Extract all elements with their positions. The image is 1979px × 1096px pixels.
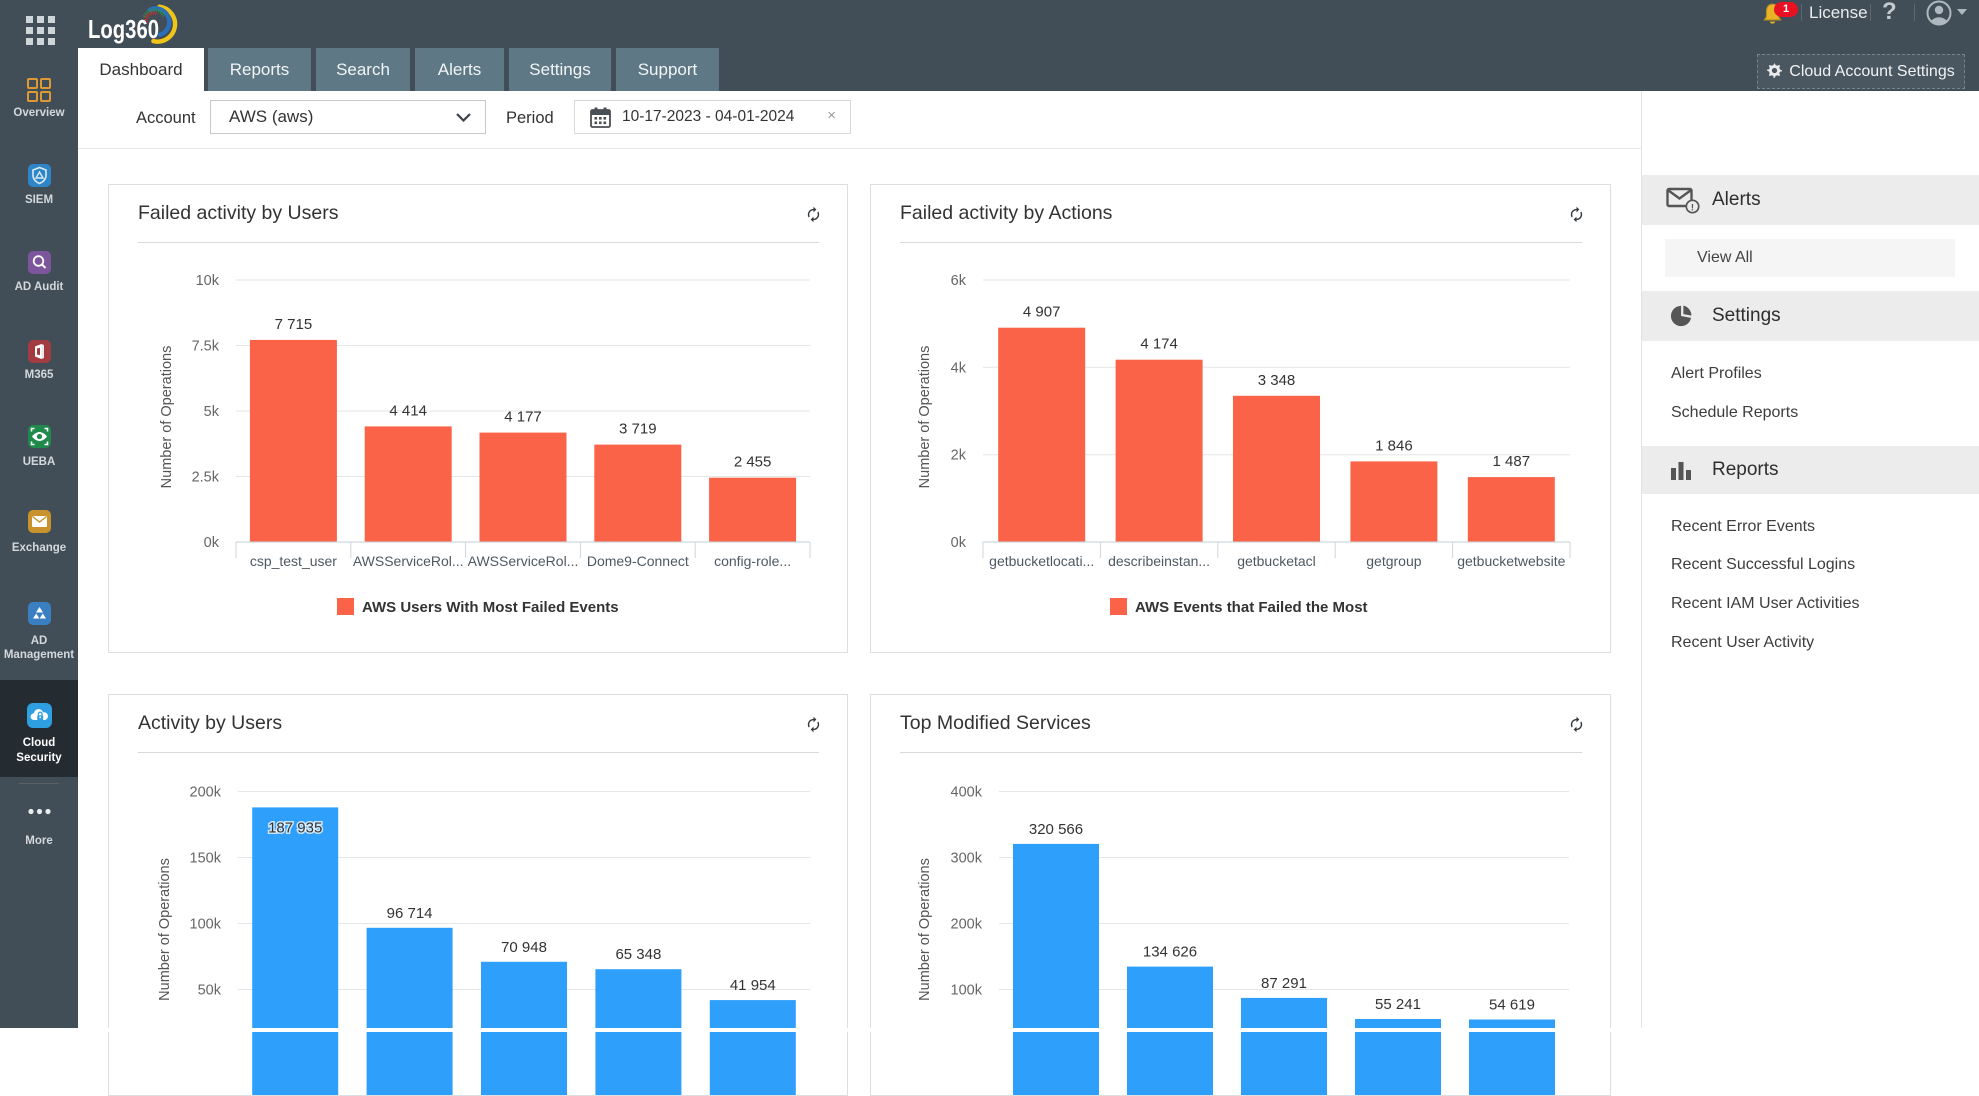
svg-text:100k: 100k (190, 917, 222, 933)
svg-text:!: ! (1691, 203, 1694, 214)
svg-text:200k: 200k (951, 917, 983, 933)
svg-text:1 846: 1 846 (1375, 437, 1413, 454)
svg-text:4 177: 4 177 (504, 409, 542, 426)
svg-text:describeinstan...: describeinstan... (1108, 553, 1210, 569)
svg-text:AWS Users With Most Failed Eve: AWS Users With Most Failed Events (362, 599, 619, 616)
svg-text:70 948: 70 948 (501, 939, 547, 956)
svg-text:10k: 10k (196, 273, 220, 289)
svg-text:2k: 2k (951, 448, 967, 464)
svg-text:55 241: 55 241 (1375, 996, 1421, 1013)
svg-text:getbucketacl: getbucketacl (1237, 553, 1316, 569)
svg-text:65 348: 65 348 (615, 946, 661, 963)
svg-text:getgroup: getgroup (1366, 553, 1421, 569)
svg-text:4 174: 4 174 (1140, 336, 1178, 353)
svg-text:2 455: 2 455 (734, 454, 772, 471)
svg-text:Number of Operations: Number of Operations (917, 858, 933, 1001)
svg-text:3 719: 3 719 (619, 421, 657, 438)
svg-text:0k: 0k (951, 535, 967, 551)
svg-text:AWSServiceRol...: AWSServiceRol... (468, 553, 579, 569)
svg-text:134 626: 134 626 (1143, 944, 1197, 961)
svg-text:Number of Operations: Number of Operations (159, 346, 175, 489)
svg-text:csp_test_user: csp_test_user (250, 553, 337, 569)
svg-text:320 566: 320 566 (1029, 821, 1083, 838)
svg-text:87 291: 87 291 (1261, 975, 1307, 992)
svg-text:6k: 6k (951, 273, 967, 289)
svg-text:getbucketwebsite: getbucketwebsite (1457, 553, 1565, 569)
svg-text:AWS Events that Failed the Mos: AWS Events that Failed the Most (1135, 599, 1368, 616)
svg-text:41 954: 41 954 (730, 977, 776, 994)
svg-text:0k: 0k (204, 535, 220, 551)
svg-text:Number of Operations: Number of Operations (917, 346, 933, 489)
svg-text:96 714: 96 714 (387, 905, 433, 922)
svg-text:100k: 100k (951, 983, 983, 999)
svg-text:4 414: 4 414 (389, 402, 427, 419)
svg-text:150k: 150k (190, 851, 222, 867)
svg-text:getbucketlocati...: getbucketlocati... (989, 553, 1094, 569)
svg-text:1 487: 1 487 (1493, 453, 1531, 470)
svg-text:Dome9-Connect: Dome9-Connect (587, 553, 689, 569)
svg-text:187 935: 187 935 (268, 819, 322, 836)
svg-text:5k: 5k (204, 404, 220, 420)
svg-text:7 715: 7 715 (275, 316, 313, 333)
svg-text:2.5k: 2.5k (192, 470, 220, 486)
svg-text:4k: 4k (951, 360, 967, 376)
svg-text:400k: 400k (951, 785, 983, 801)
svg-text:7.5k: 7.5k (192, 339, 220, 355)
svg-text:AWSServiceRol...: AWSServiceRol... (353, 553, 464, 569)
svg-text:54 619: 54 619 (1489, 997, 1535, 1014)
svg-text:200k: 200k (190, 785, 222, 801)
svg-text:4 907: 4 907 (1023, 304, 1061, 321)
svg-text:300k: 300k (951, 851, 983, 867)
svg-text:3 348: 3 348 (1258, 372, 1296, 389)
svg-text:Number of Operations: Number of Operations (157, 858, 173, 1001)
svg-text:50k: 50k (198, 983, 222, 999)
svg-text:config-role...: config-role... (714, 553, 791, 569)
